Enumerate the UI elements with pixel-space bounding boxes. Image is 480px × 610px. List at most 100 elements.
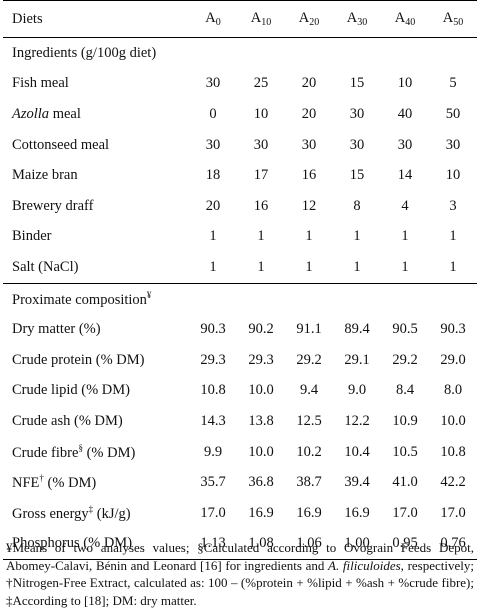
table-cell: 90.2: [248, 321, 274, 338]
row-label-text: NFE: [12, 475, 40, 492]
footnote-species: A. filiculoides: [328, 557, 401, 573]
table-cell: 90.3: [200, 321, 226, 338]
table-cell: 13.8: [248, 412, 274, 429]
table-cell: 10.8: [200, 382, 226, 399]
table-cell: 12.5: [296, 412, 322, 429]
table-row: Maize bran 18 17 16 15 14 10: [3, 160, 477, 191]
row-label: Crude protein (% DM): [3, 345, 189, 376]
table-cell: 30: [349, 105, 365, 122]
table-row: Phosphorus (% DM) 1.13 1.08 1.06 1.00 0.95 0.7…: [3, 528, 477, 561]
row-label-text: Crude fibre: [12, 444, 79, 461]
diet-code: A: [346, 10, 358, 26]
row-label-text: Cottonseed meal: [12, 136, 110, 153]
table-cell: 8.0: [443, 382, 463, 399]
table-cell: 1: [353, 228, 361, 245]
row-label-text: Fish meal: [12, 75, 69, 92]
row-label-text: Crude ash (% DM): [12, 412, 123, 429]
table-row: Brewery draff 20 16 12 8 4 3: [3, 191, 477, 222]
table-cell: 0: [209, 105, 217, 122]
table-cell: 17.0: [440, 504, 466, 521]
table-cell: 10.0: [248, 382, 274, 399]
diet-column-header: A50: [429, 0, 477, 38]
table-cell: 40: [397, 105, 413, 122]
table-cell: 10.5: [392, 443, 418, 460]
table-cell: 10.0: [440, 412, 466, 429]
table-cell: 16.9: [296, 504, 322, 521]
table-cell: 10.2: [296, 443, 322, 460]
proximate-section-row: Proximate composition¥: [3, 282, 477, 315]
diet-code: A: [205, 10, 216, 26]
row-label-text: Crude lipid (% DM): [12, 382, 130, 399]
row-label-text: Phosphorus (% DM): [12, 535, 133, 552]
table-cell: 14.3: [200, 412, 226, 429]
row-label: Dry matter (%): [3, 314, 189, 345]
table-cell: 17: [253, 167, 269, 184]
section-label: Proximate composition: [12, 291, 147, 308]
table-cell: 10.8: [440, 443, 466, 460]
row-label-text: Maize bran: [12, 167, 78, 184]
diet-level: 50: [453, 17, 464, 28]
table-cell: 30: [301, 136, 317, 153]
table-cell: 1: [305, 258, 313, 275]
row-label-text: Binder: [12, 228, 52, 245]
table-row: Azolla meal 0 10 20 30 40 50: [3, 99, 477, 130]
table-row: Fish meal 30 25 20 15 10 5: [3, 69, 477, 100]
section-heading: Ingredients (g/100g diet): [3, 38, 477, 69]
table-cell: 0.95: [381, 528, 429, 561]
table-cell: 1: [257, 228, 265, 245]
table-cell: 20: [301, 105, 317, 122]
footnote-part-2: , respectively; †Nitrogen-Free Extract, …: [6, 557, 474, 608]
table-cell: 29.1: [344, 351, 370, 368]
diet-column-header: A40: [381, 0, 429, 38]
diet-level: 40: [405, 17, 416, 28]
row-label-text: Brewery draff: [12, 197, 94, 214]
table-cell: 16.9: [344, 504, 370, 521]
diet-level: 30: [357, 17, 368, 28]
diet-column-header: A10: [237, 0, 285, 38]
diet-code: A: [250, 10, 262, 26]
table-cell: 9.0: [347, 382, 367, 399]
table-cell: 30: [205, 136, 221, 153]
table-cell: 8: [353, 197, 361, 214]
row-label: Cottonseed meal: [3, 130, 189, 161]
row-label: Fish meal: [3, 69, 189, 100]
table-cell: 12.2: [344, 412, 370, 429]
table-cell: 38.7: [296, 474, 322, 491]
section-label: Ingredients (g/100g diet): [12, 44, 157, 61]
table-cell: 3: [449, 197, 457, 214]
table-cell: 1: [401, 228, 409, 245]
table-row: Crude fibre§ (% DM) 9.9 10.0 10.2 10.4 10.5 10…: [3, 437, 477, 468]
table-cell: 36.8: [248, 474, 274, 491]
table-cell: 17.0: [392, 504, 418, 521]
row-label: Phosphorus (% DM): [3, 528, 189, 561]
row-label: Maize bran: [3, 160, 189, 191]
diet-composition-table: Diets A0 A10 A20 A30 A40 A50 Ingredients (g/1…: [3, 0, 477, 561]
row-label-text: Dry matter (%): [12, 321, 101, 338]
table-row: Dry matter (%) 90.3 90.2 91.1 89.4 90.5 90.3: [3, 314, 477, 345]
table-cell: 20: [205, 197, 221, 214]
table-cell: 29.2: [296, 351, 322, 368]
row-label: NFE† (% DM): [3, 467, 189, 498]
table-cell: 9.9: [203, 443, 223, 460]
row-label-text: Crude protein (% DM): [12, 351, 145, 368]
section-heading: Proximate composition¥: [3, 282, 477, 315]
table-cell: 91.1: [296, 321, 322, 338]
table-cell: 42.2: [440, 474, 466, 491]
diet-column-header: A20: [285, 0, 333, 38]
table-cell: 39.4: [344, 474, 370, 491]
diet-level: 10: [261, 17, 272, 28]
table-cell: 1: [257, 258, 265, 275]
table-cell: 9.4: [299, 382, 319, 399]
table-cell: 90.5: [392, 321, 418, 338]
table-cell: 1.00: [333, 528, 381, 561]
table-cell: 29.0: [440, 351, 466, 368]
table-cell: 10.9: [392, 412, 418, 429]
table-cell: 8.4: [395, 382, 415, 399]
table-row: Binder 1 1 1 1 1 1: [3, 222, 477, 253]
row-label: Azolla meal: [3, 99, 189, 130]
row-label-text: Salt (NaCl): [12, 258, 79, 275]
row-label-unit: (% DM): [82, 444, 136, 461]
row-label: Salt (NaCl): [3, 252, 189, 283]
row-label-unit: (% DM): [43, 475, 97, 492]
table-cell: 25: [253, 75, 269, 92]
